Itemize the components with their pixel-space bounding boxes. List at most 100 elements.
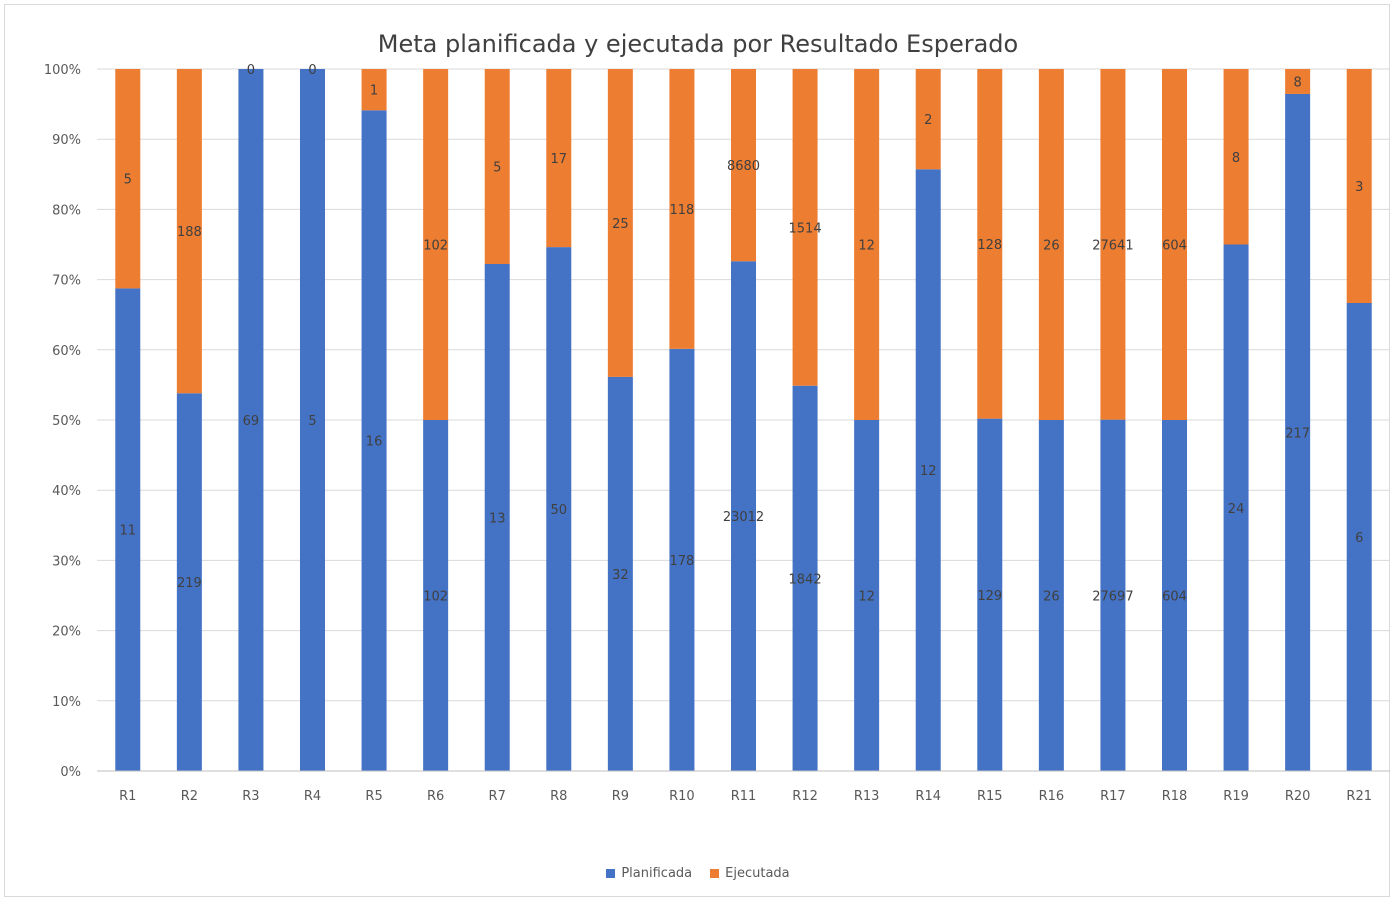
y-tick-label: 10% xyxy=(52,695,81,710)
data-label-planificada: 178 xyxy=(670,554,695,569)
bar-planificada-r14 xyxy=(915,169,941,772)
data-label-ejecutada: 12 xyxy=(858,239,875,254)
bar-ejecutada-r12 xyxy=(792,69,818,386)
bar-planificada-r2 xyxy=(176,393,202,771)
x-tick-label: R9 xyxy=(612,789,629,804)
bar-ejecutada-r7 xyxy=(484,69,510,264)
bar-ejecutada-r9 xyxy=(607,69,633,377)
legend-item-planificada: Planificada xyxy=(606,866,692,881)
data-label-planificada: 5 xyxy=(308,414,316,429)
x-tick-label: R15 xyxy=(977,789,1003,804)
data-label-planificada: 69 xyxy=(243,414,260,429)
y-tick-label: 70% xyxy=(52,274,81,289)
data-label-ejecutada: 604 xyxy=(1162,239,1187,254)
x-tick-label: R13 xyxy=(854,789,880,804)
x-tick-label: R10 xyxy=(669,789,695,804)
data-label-ejecutada: 17 xyxy=(551,152,568,167)
chart-frame xyxy=(4,4,1390,897)
bar-planificada-r5 xyxy=(361,110,387,771)
x-tick-label: R1 xyxy=(119,789,136,804)
x-tick-label: R20 xyxy=(1285,789,1311,804)
bar-planificada-r6 xyxy=(423,420,449,771)
data-label-planificada: 11 xyxy=(120,524,137,539)
data-label-planificada: 16 xyxy=(366,435,383,450)
bar-planificada-r4 xyxy=(300,69,325,771)
data-label-planificada: 50 xyxy=(551,503,568,518)
x-tick-label: R11 xyxy=(731,789,757,804)
bar-planificada-r10 xyxy=(669,348,695,771)
bar-planificada-r3 xyxy=(238,69,264,771)
bar-planificada-r1 xyxy=(115,288,141,771)
bar-planificada-r20 xyxy=(1285,93,1311,771)
data-label-planificada: 604 xyxy=(1162,590,1187,605)
bar-planificada-r12 xyxy=(792,385,818,771)
data-label-ejecutada: 26 xyxy=(1043,239,1060,254)
bar-ejecutada-r19 xyxy=(1223,69,1249,245)
data-label-ejecutada: 102 xyxy=(423,239,448,254)
data-label-planificada: 13 xyxy=(489,512,506,527)
data-label-planificada: 26 xyxy=(1043,590,1060,605)
y-tick-label: 100% xyxy=(44,63,81,78)
data-label-ejecutada: 27641 xyxy=(1092,238,1133,253)
x-tick-label: R17 xyxy=(1100,789,1126,804)
bar-planificada-r8 xyxy=(546,247,572,772)
bar-planificada-r18 xyxy=(1162,420,1187,771)
x-tick-label: R5 xyxy=(365,789,382,804)
bars xyxy=(115,69,1372,772)
data-label-ejecutada: 128 xyxy=(977,238,1002,253)
data-label-ejecutada: 188 xyxy=(177,225,202,240)
bar-planificada-r13 xyxy=(854,420,880,771)
bar-planificada-r19 xyxy=(1223,244,1249,771)
bar-ejecutada-r16 xyxy=(1038,69,1064,420)
y-tick-label: 50% xyxy=(52,414,81,429)
y-tick-label: 20% xyxy=(52,625,81,640)
bar-ejecutada-r8 xyxy=(546,69,572,248)
data-label-planificada: 23012 xyxy=(723,510,764,525)
data-label-planificada: 12 xyxy=(858,590,875,605)
bar-planificada-r15 xyxy=(977,418,1003,771)
bar-ejecutada-r2 xyxy=(176,69,202,394)
data-label-planificada: 217 xyxy=(1285,426,1310,441)
data-label-ejecutada: 8680 xyxy=(727,159,760,174)
data-label-ejecutada: 1 xyxy=(370,84,378,99)
x-tick-label: R14 xyxy=(915,789,941,804)
x-tick-label: R8 xyxy=(550,789,567,804)
bar-ejecutada-r6 xyxy=(423,69,449,420)
y-tick-label: 80% xyxy=(52,203,81,218)
y-tick-label: 60% xyxy=(52,344,81,359)
data-label-ejecutada: 25 xyxy=(612,217,629,232)
bar-ejecutada-r11 xyxy=(731,69,756,262)
bar-planificada-r7 xyxy=(484,264,510,771)
y-tick-label: 30% xyxy=(52,554,81,569)
y-tick-label: 90% xyxy=(52,133,81,148)
bar-ejecutada-r15 xyxy=(977,69,1003,419)
data-label-ejecutada: 2 xyxy=(924,113,932,128)
x-tick-label: R18 xyxy=(1162,789,1188,804)
bar-planificada-r17 xyxy=(1100,419,1126,771)
x-tick-label: R21 xyxy=(1346,789,1372,804)
data-label-ejecutada: 5 xyxy=(493,161,501,176)
bar-planificada-r11 xyxy=(731,261,756,771)
data-label-ejecutada: 118 xyxy=(670,203,695,218)
data-label-ejecutada: 0 xyxy=(247,63,255,78)
x-tick-label: R4 xyxy=(304,789,321,804)
data-label-planificada: 32 xyxy=(612,568,629,583)
bar-planificada-r21 xyxy=(1346,303,1372,771)
bar-planificada-r9 xyxy=(607,376,633,771)
x-tick-label: R12 xyxy=(792,789,818,804)
x-tick-label: R16 xyxy=(1039,789,1065,804)
data-label-planificada: 6 xyxy=(1355,531,1363,546)
x-tick-label: R6 xyxy=(427,789,444,804)
bar-planificada-r16 xyxy=(1038,420,1064,771)
y-tick-label: 0% xyxy=(60,765,81,780)
bar-ejecutada-r14 xyxy=(915,69,941,170)
legend-swatch-ejecutada xyxy=(710,869,720,878)
bar-ejecutada-r18 xyxy=(1162,69,1187,420)
legend-label-ejecutada: Ejecutada xyxy=(725,866,790,881)
data-label-planificada: 219 xyxy=(177,576,202,591)
data-label-planificada: 1842 xyxy=(789,572,822,587)
data-label-planificada: 102 xyxy=(423,590,448,605)
legend-swatch-planificada xyxy=(606,869,616,878)
legend: Planificada Ejecutada xyxy=(0,866,1396,881)
